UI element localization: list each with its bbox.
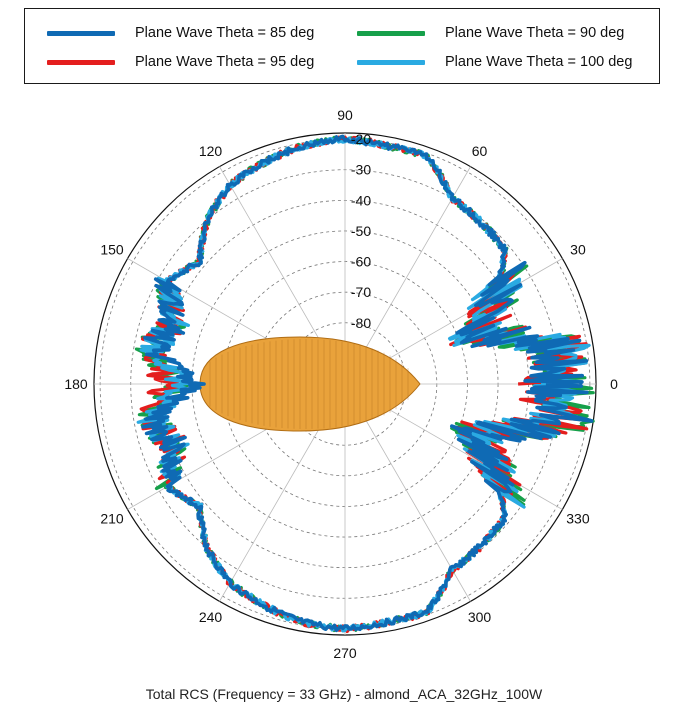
chart-title: Total RCS (Frequency = 33 GHz) - almond_… bbox=[145, 686, 543, 702]
legend-swatch bbox=[357, 59, 425, 65]
radial-tick-label: -40 bbox=[351, 192, 371, 208]
angular-tick-label: 0 bbox=[610, 376, 618, 392]
rcs-series bbox=[134, 134, 595, 634]
legend-label: Plane Wave Theta = 100 deg bbox=[445, 54, 633, 70]
angular-tick-label: 150 bbox=[100, 242, 124, 258]
angular-tick-label: 210 bbox=[100, 511, 124, 527]
legend-swatch bbox=[47, 30, 115, 36]
angular-tick-label: 30 bbox=[570, 242, 586, 258]
angular-tick-label: 270 bbox=[333, 645, 357, 661]
angular-tick-label: 300 bbox=[468, 609, 492, 625]
radial-tick-label: -80 bbox=[351, 315, 371, 331]
radial-tick-label: -20 bbox=[351, 131, 371, 147]
legend-label: Plane Wave Theta = 85 deg bbox=[135, 25, 315, 41]
legend: Plane Wave Theta = 85 deg Plane Wave The… bbox=[24, 8, 660, 84]
polar-ticks: 0 30 60 90 120 150 180 210 240 270 300 330 -20 -30 -40… bbox=[64, 107, 618, 661]
radial-tick-label: -50 bbox=[351, 223, 371, 239]
angular-tick-label: 120 bbox=[199, 143, 223, 159]
legend-swatch bbox=[357, 30, 425, 36]
series-line bbox=[141, 134, 594, 633]
angular-tick-label: 330 bbox=[566, 511, 590, 527]
legend-label: Plane Wave Theta = 90 deg bbox=[445, 25, 625, 41]
angular-tick-label: 90 bbox=[337, 107, 353, 123]
angular-tick-label: 240 bbox=[199, 609, 223, 625]
angular-tick-label: 60 bbox=[472, 143, 488, 159]
legend-swatch bbox=[47, 59, 115, 65]
almond-target-model bbox=[199, 336, 421, 432]
almond-body bbox=[199, 336, 421, 432]
polar-plot: 0 30 60 90 120 150 180 210 240 270 300 330 -20 -30 -40… bbox=[64, 107, 618, 661]
legend-item: Plane Wave Theta = 100 deg bbox=[357, 51, 632, 73]
angular-tick-label: 180 bbox=[64, 376, 88, 392]
legend-item: Plane Wave Theta = 85 deg bbox=[47, 22, 314, 44]
legend-item: Plane Wave Theta = 95 deg bbox=[47, 51, 314, 73]
legend-item: Plane Wave Theta = 90 deg bbox=[357, 22, 624, 44]
radial-tick-label: -30 bbox=[351, 162, 371, 178]
radial-tick-label: -70 bbox=[351, 284, 371, 300]
radial-tick-label: -60 bbox=[351, 254, 371, 270]
legend-label: Plane Wave Theta = 95 deg bbox=[135, 54, 315, 70]
